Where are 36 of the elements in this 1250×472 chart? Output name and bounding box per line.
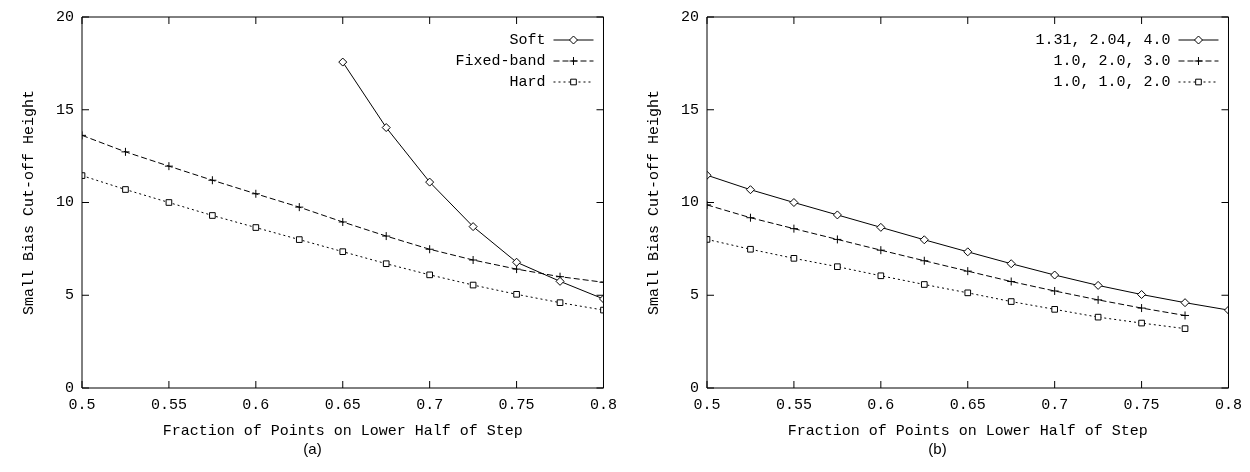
y-tick-label: 20 [680,8,699,26]
x-tick-label: 0.5 [693,396,721,414]
y-tick-label: 15 [55,101,74,119]
x-tick-label: 0.55 [150,396,187,414]
x-tick-label: 0.65 [324,396,361,414]
x-axis-title: Fraction of Points on Lower Half of Step [162,422,523,440]
x-tick-label: 0.6 [867,396,895,414]
x-tick-label: 0.8 [589,396,618,414]
x-tick-label: 0.65 [949,396,986,414]
y-axis-title: Small Bias Cut-off Height [645,89,663,316]
legend-label: Hard [509,73,546,91]
x-tick-label: 0.75 [1123,396,1160,414]
x-tick-label: 0.55 [775,396,812,414]
x-tick-label: 0.7 [416,396,444,414]
legend-label: 1.31, 2.04, 4.0 [1035,31,1171,49]
legend-label: 1.0, 1.0, 2.0 [1053,73,1171,91]
legend-label: 1.0, 2.0, 3.0 [1053,52,1171,70]
x-axis-title: Fraction of Points on Lower Half of Step [787,422,1148,440]
x-tick-label: 0.6 [242,396,270,414]
y-tick-label: 15 [680,101,699,119]
y-tick-label: 0 [689,379,699,397]
text: (a) [302,440,323,457]
legend-label: Fixed-band [455,52,546,70]
text: (b) [927,440,948,457]
y-tick-label: 10 [55,194,74,212]
x-tick-label: 0.75 [498,396,535,414]
y-tick-label: 20 [55,8,74,26]
y-tick-label: 5 [64,287,74,305]
x-tick-label: 0.7 [1041,396,1069,414]
x-tick-label: 0.8 [1214,396,1243,414]
y-tick-label: 0 [64,379,74,397]
y-tick-label: 5 [689,287,699,305]
x-tick-label: 0.5 [68,396,96,414]
legend-label: Soft [509,31,546,49]
y-tick-label: 10 [680,194,699,212]
y-axis-title: Small Bias Cut-off Height [20,89,38,316]
